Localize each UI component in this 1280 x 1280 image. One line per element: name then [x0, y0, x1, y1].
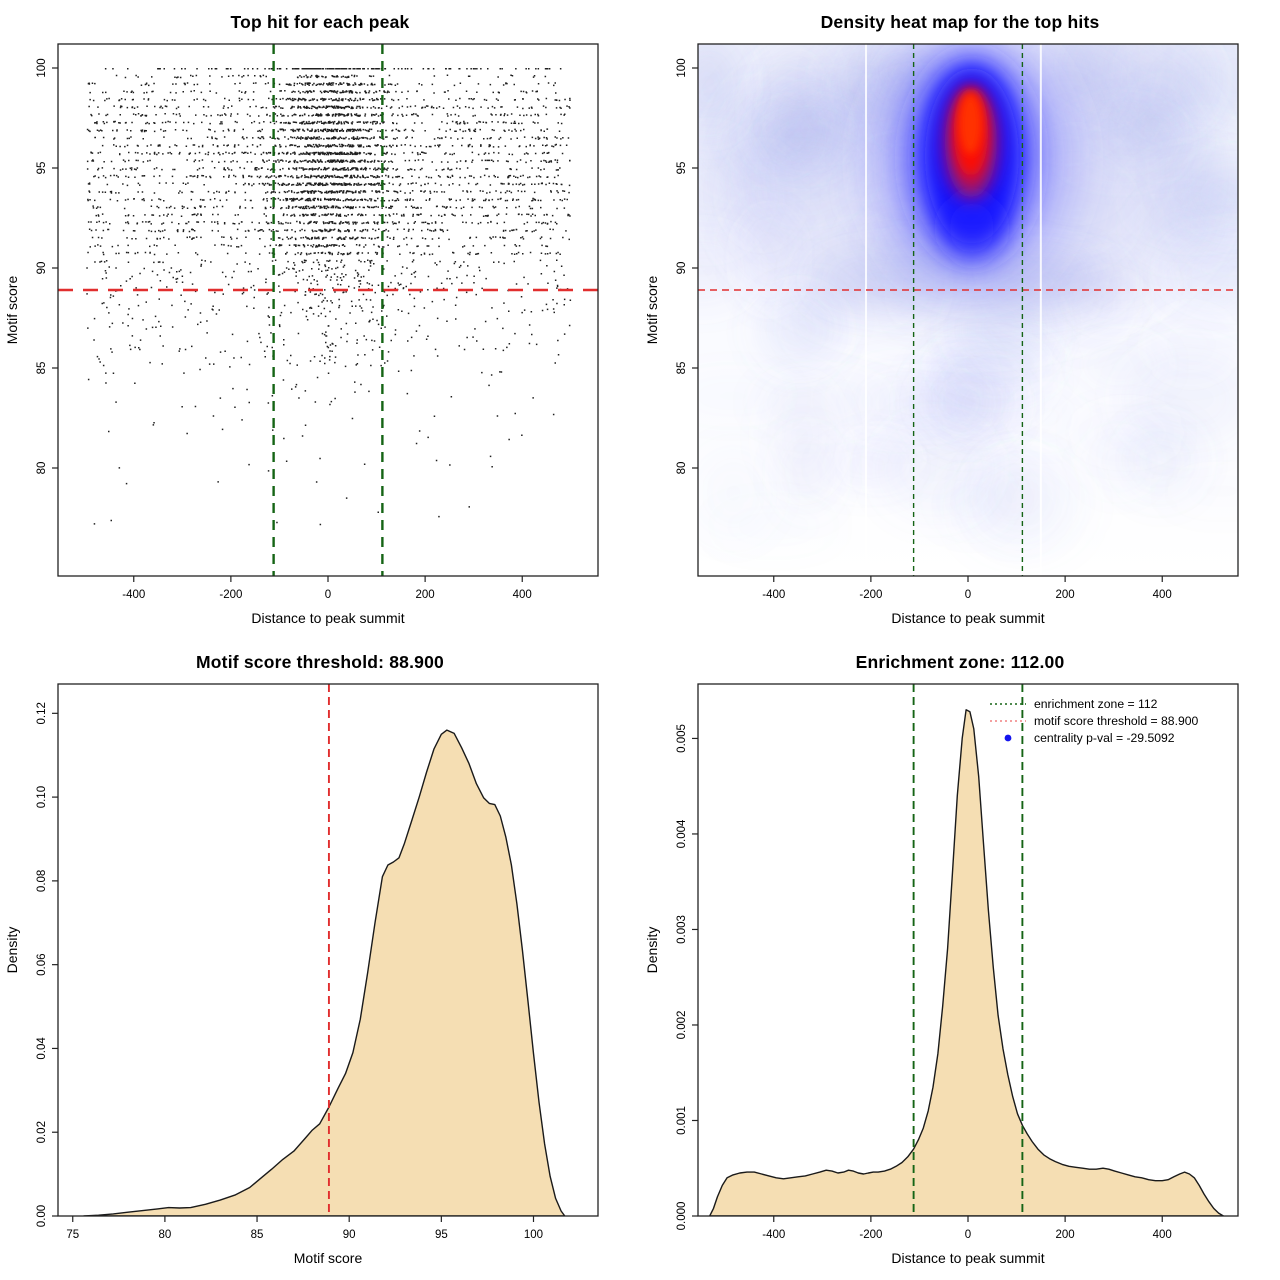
y-tick-label: 0.08: [36, 870, 48, 892]
y-axis-label: Density: [4, 927, 20, 974]
x-tick-label: 0: [965, 1229, 971, 1241]
x-tick-label: 400: [1153, 589, 1172, 601]
y-tick-label: 80: [36, 462, 48, 475]
threshold-lines: [58, 44, 598, 576]
panel-distance-density: Enrichment zone: 112.00 -400 -200 0 200 400 0…: [640, 640, 1280, 1280]
heat-noise-blob: [879, 422, 991, 517]
y-axis-label: Motif score: [4, 276, 20, 345]
x-tick-label: 95: [435, 1229, 448, 1241]
panel-title-score-density: Motif score threshold: 88.900: [196, 652, 444, 672]
x-tick-label: 90: [343, 1229, 356, 1241]
y-tick-label: 90: [676, 262, 688, 275]
y-tick-label: 0.00: [36, 1205, 48, 1227]
x-tick-label: -400: [122, 589, 145, 601]
y-axis-label: Motif score: [644, 276, 660, 345]
y-tick-label: 0.10: [36, 786, 48, 808]
x-axis-label: Motif score: [294, 1250, 363, 1266]
heat-density-blob: [818, 254, 1118, 306]
panel-title-heatmap: Density heat map for the top hits: [820, 12, 1100, 32]
x-tick-label: 400: [1153, 1229, 1172, 1241]
heat-density-blob: [959, 94, 982, 154]
x-tick-label: -400: [762, 1229, 785, 1241]
x-tick-label: -400: [762, 589, 785, 601]
x-tick-label: 75: [66, 1229, 79, 1241]
axes: -400 -200 0 200 400 0.000 0.001 0.002 0.003 0.004…: [644, 683, 1239, 1266]
y-tick-label: 95: [36, 162, 48, 175]
x-tick-label: 200: [1056, 589, 1075, 601]
plot-box: [57, 43, 599, 577]
y-tick-label: 80: [676, 462, 688, 475]
heat-noise-blob: [698, 44, 745, 119]
heat-noise-blob: [1087, 436, 1151, 489]
legend-swatch-centrality-point: [1004, 734, 1012, 742]
panel-title-top-hit: Top hit for each peak: [230, 12, 410, 32]
y-tick-label: 0.003: [676, 915, 688, 944]
heat-noise-blob: [772, 385, 832, 487]
x-tick-label: 0: [965, 589, 971, 601]
y-tick-label: 100: [676, 58, 688, 77]
heat-noise-blob: [758, 296, 835, 367]
y-tick-label: 0.02: [36, 1121, 48, 1143]
panel-density-heatmap: Density heat map for the top hits -400 -2…: [640, 0, 1280, 640]
x-axis-label: Distance to peak summit: [891, 1250, 1044, 1266]
y-tick-label: 0.12: [36, 702, 48, 724]
x-axis-label: Distance to peak summit: [251, 610, 404, 626]
heat-noise-blob: [924, 341, 1047, 422]
axes: 75 80 85 90 95 100 0.00 0.02 0.04 0.06 0.08 0.10 0.1…: [4, 683, 599, 1266]
x-tick-label: 0: [325, 589, 331, 601]
x-tick-label: 85: [251, 1229, 264, 1241]
y-axis-label: Density: [644, 927, 660, 974]
panel-motif-score-density: Motif score threshold: 88.900 75 80 85 90 95…: [0, 640, 640, 1280]
axes: -400 -200 0 200 400 80 85 90 95 100 Distance to pe…: [644, 43, 1239, 626]
y-tick-label: 0.06: [36, 953, 48, 975]
heat-noise-blob: [1170, 238, 1238, 299]
scatter-points: [86, 68, 572, 526]
scatter-plot-canvas: -400 -200 0 200 400 80 85 90 95 100 Distance to pe…: [4, 43, 599, 626]
density-curve: [709, 709, 1225, 1216]
legend-label: enrichment zone = 112: [1034, 697, 1158, 711]
x-tick-label: -200: [219, 589, 242, 601]
y-tick-label: 85: [676, 362, 688, 375]
y-tick-label: 0.005: [676, 724, 688, 753]
y-tick-label: 0.004: [676, 819, 688, 848]
heatmap-field: [698, 44, 1238, 576]
x-tick-label: 80: [158, 1229, 171, 1241]
heatmap-plot-canvas: -400 -200 0 200 400 80 85 90 95 100 Distance to pe…: [644, 43, 1239, 626]
y-tick-label: 0.000: [676, 1202, 688, 1231]
x-tick-label: 200: [416, 589, 435, 601]
heat-noise-blob: [1152, 314, 1232, 376]
threshold-lines: [912, 684, 1024, 1216]
x-tick-label: 100: [524, 1229, 543, 1241]
heat-noise-blob: [698, 448, 773, 538]
panel-top-hit-scatter: Top hit for each peak -400 -200 0 200 400 80 8…: [0, 0, 640, 640]
x-tick-label: 200: [1056, 1229, 1075, 1241]
density-curve: [83, 729, 566, 1216]
x-tick-label: -200: [859, 1229, 882, 1241]
y-tick-label: 95: [676, 162, 688, 175]
y-tick-label: 0.04: [36, 1037, 48, 1060]
x-tick-label: -200: [859, 589, 882, 601]
legend-label: motif score threshold = 88.900: [1034, 714, 1199, 728]
distance-density-plot-canvas: -400 -200 0 200 400 0.000 0.001 0.002 0.003 0.004…: [644, 683, 1239, 1266]
plot-box: [57, 683, 599, 1217]
threshold-lines: [698, 44, 1238, 576]
heat-density-blob: [941, 194, 1002, 262]
x-tick-label: 400: [513, 589, 532, 601]
y-tick-label: 90: [36, 262, 48, 275]
axes: -400 -200 0 200 400 80 85 90 95 100 Distance to pe…: [4, 43, 599, 626]
score-density-plot-canvas: 75 80 85 90 95 100 0.00 0.02 0.04 0.06 0.08 0.10 0.1…: [4, 683, 599, 1266]
panel-title-distance-density: Enrichment zone: 112.00: [855, 652, 1065, 672]
legend-label: centrality p-val = -29.5092: [1034, 731, 1175, 745]
y-tick-label: 0.001: [676, 1106, 688, 1135]
x-axis-label: Distance to peak summit: [891, 610, 1044, 626]
y-tick-label: 100: [36, 58, 48, 77]
heat-noise-blob: [698, 236, 748, 302]
legend: enrichment zone = 112 motif score thresho…: [990, 697, 1199, 745]
y-tick-label: 0.002: [676, 1011, 688, 1040]
y-tick-label: 85: [36, 362, 48, 375]
